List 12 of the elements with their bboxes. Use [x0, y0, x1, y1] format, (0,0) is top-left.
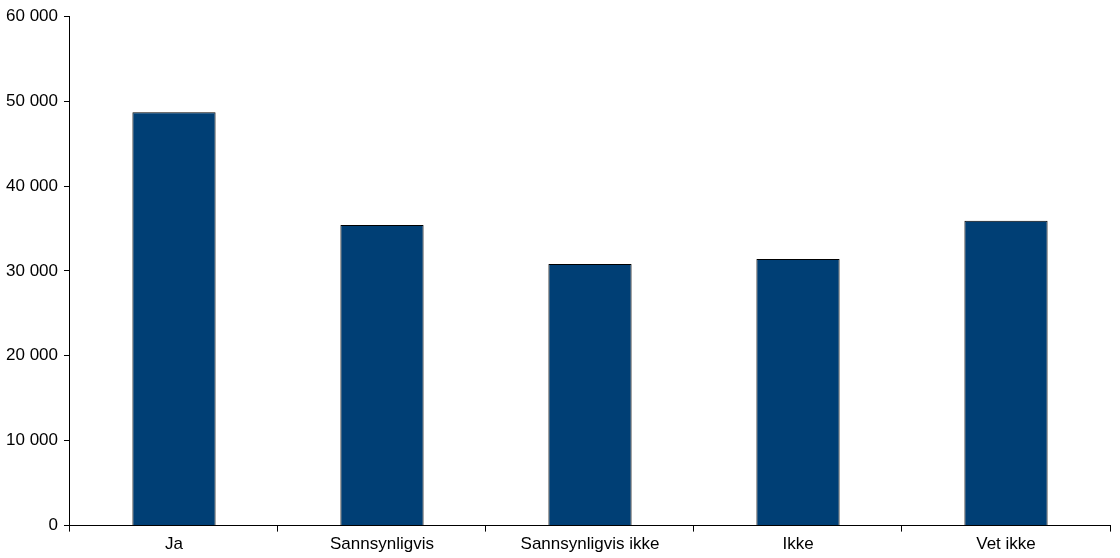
y-tick-label: 30 000 [6, 260, 58, 280]
y-tick-label: 40 000 [6, 175, 58, 195]
y-tick-label: 0 [48, 515, 58, 535]
x-tick-label: Sannsynligvis [330, 534, 434, 554]
x-tick-label: Sannsynligvis ikke [520, 534, 660, 554]
y-tick-label: 20 000 [6, 345, 58, 365]
x-tick-label: Vet ikke [976, 534, 1036, 554]
y-tick-label: 50 000 [6, 90, 58, 110]
x-tick-label: Ja [165, 534, 184, 554]
y-tick-label: 10 000 [6, 430, 58, 450]
x-tick-label: Ikke [782, 534, 814, 554]
y-tick-label: 60 000 [6, 5, 58, 25]
